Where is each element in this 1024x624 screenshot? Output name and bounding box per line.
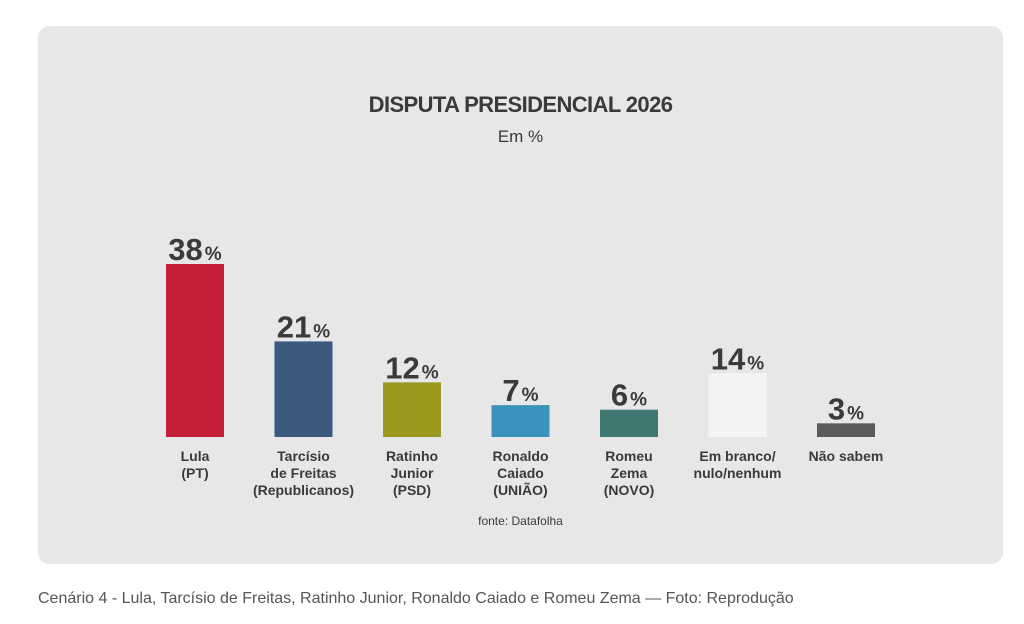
chart-subtitle: Em % — [497, 127, 544, 146]
value-label-2: 12% — [385, 350, 438, 385]
bar-4 — [600, 409, 658, 437]
bar-chart: 38 % Lula (PT) 21 % Tarcísio de Freitas (Republi… — [166, 232, 884, 498]
category-label-4: Romeu Zema (NOVO) — [604, 448, 655, 498]
value-label-4: 6% — [611, 378, 647, 413]
bar-2 — [383, 382, 441, 437]
source-note: fonte: Datafolha — [478, 514, 563, 528]
value-label-5: 14% — [711, 341, 764, 376]
chart-title: DISPUTA PRESIDENCIAL 2026 — [368, 92, 673, 117]
category-label-5: Em branco/nulo/nenhum — [694, 448, 782, 481]
value-label-3: 7% — [502, 373, 538, 408]
value-label-1: 21% — [277, 309, 330, 344]
bar-5 — [708, 373, 767, 437]
chart-card: DISPUTA PRESIDENCIAL 2026 Em % 38% Lula (P… — [38, 26, 1003, 564]
bar-1 — [274, 341, 333, 437]
category-label-1: Tarcísio de Freitas (Republicanos) — [253, 448, 354, 498]
value-label-6: 3% — [828, 391, 864, 426]
bar-3 — [491, 405, 550, 437]
category-label-3: Ronaldo Caiado (UNIÃO) — [493, 448, 549, 498]
bar-0 — [166, 264, 224, 437]
category-label-2: Ratinho Junior (PSD) — [386, 448, 438, 498]
image-caption: Cenário 4 - Lula, Tarcísio de Freitas, R… — [38, 590, 794, 607]
value-label-0: 38% — [168, 232, 221, 267]
category-label-6: Não sabem — [809, 448, 884, 464]
bar-6 — [817, 423, 875, 437]
category-label-0: Lula (PT) — [181, 448, 210, 481]
